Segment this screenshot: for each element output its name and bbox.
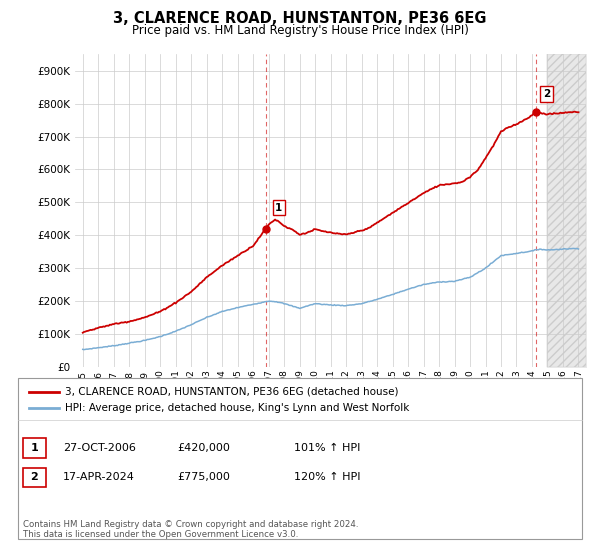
Text: £420,000: £420,000 [177,443,230,453]
Text: Contains HM Land Registry data © Crown copyright and database right 2024.
This d: Contains HM Land Registry data © Crown c… [23,520,358,539]
Text: Price paid vs. HM Land Registry's House Price Index (HPI): Price paid vs. HM Land Registry's House … [131,24,469,36]
Text: £775,000: £775,000 [177,472,230,482]
Text: 1: 1 [275,203,283,213]
Text: 27-OCT-2006: 27-OCT-2006 [63,443,136,453]
Text: HPI: Average price, detached house, King's Lynn and West Norfolk: HPI: Average price, detached house, King… [65,403,409,413]
Text: 2: 2 [542,89,550,99]
Text: 1: 1 [31,443,38,453]
Text: 3, CLARENCE ROAD, HUNSTANTON, PE36 6EG (detached house): 3, CLARENCE ROAD, HUNSTANTON, PE36 6EG (… [65,387,398,397]
Text: 120% ↑ HPI: 120% ↑ HPI [294,472,361,482]
Text: 3, CLARENCE ROAD, HUNSTANTON, PE36 6EG: 3, CLARENCE ROAD, HUNSTANTON, PE36 6EG [113,11,487,26]
Text: 2: 2 [31,472,38,482]
Text: 101% ↑ HPI: 101% ↑ HPI [294,443,361,453]
Text: 17-APR-2024: 17-APR-2024 [63,472,135,482]
